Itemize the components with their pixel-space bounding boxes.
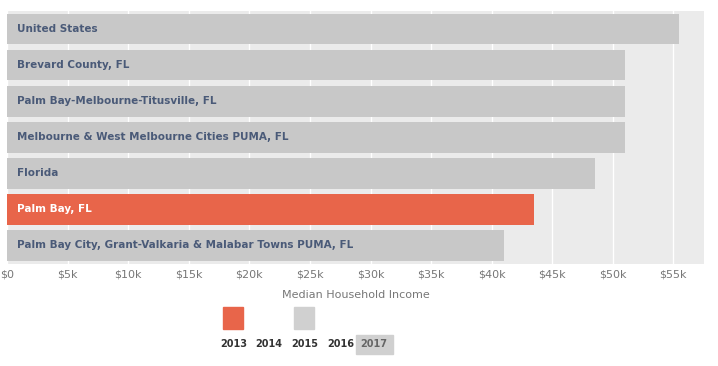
Text: 2013: 2013 <box>220 339 247 350</box>
Text: 2014: 2014 <box>256 339 283 350</box>
X-axis label: Median Household Income: Median Household Income <box>281 290 429 300</box>
Text: 2015: 2015 <box>292 339 319 350</box>
Text: 2017: 2017 <box>360 339 387 350</box>
Bar <box>7 158 595 188</box>
Bar <box>7 230 504 261</box>
Text: Melbourne & West Melbourne Cities PUMA, FL: Melbourne & West Melbourne Cities PUMA, … <box>17 132 289 142</box>
Bar <box>7 50 625 81</box>
Text: Palm Bay-Melbourne-Titusville, FL: Palm Bay-Melbourne-Titusville, FL <box>17 96 216 106</box>
Text: Brevard County, FL: Brevard County, FL <box>17 60 129 70</box>
Bar <box>7 194 534 225</box>
Text: United States: United States <box>17 24 98 34</box>
Text: Palm Bay City, Grant-Valkaria & Malabar Towns PUMA, FL: Palm Bay City, Grant-Valkaria & Malabar … <box>17 240 353 250</box>
Text: Palm Bay, FL: Palm Bay, FL <box>17 204 92 214</box>
Text: 2016: 2016 <box>327 339 355 350</box>
Bar <box>7 86 625 116</box>
Bar <box>7 14 679 44</box>
Text: Florida: Florida <box>17 168 58 178</box>
Bar <box>7 122 625 153</box>
